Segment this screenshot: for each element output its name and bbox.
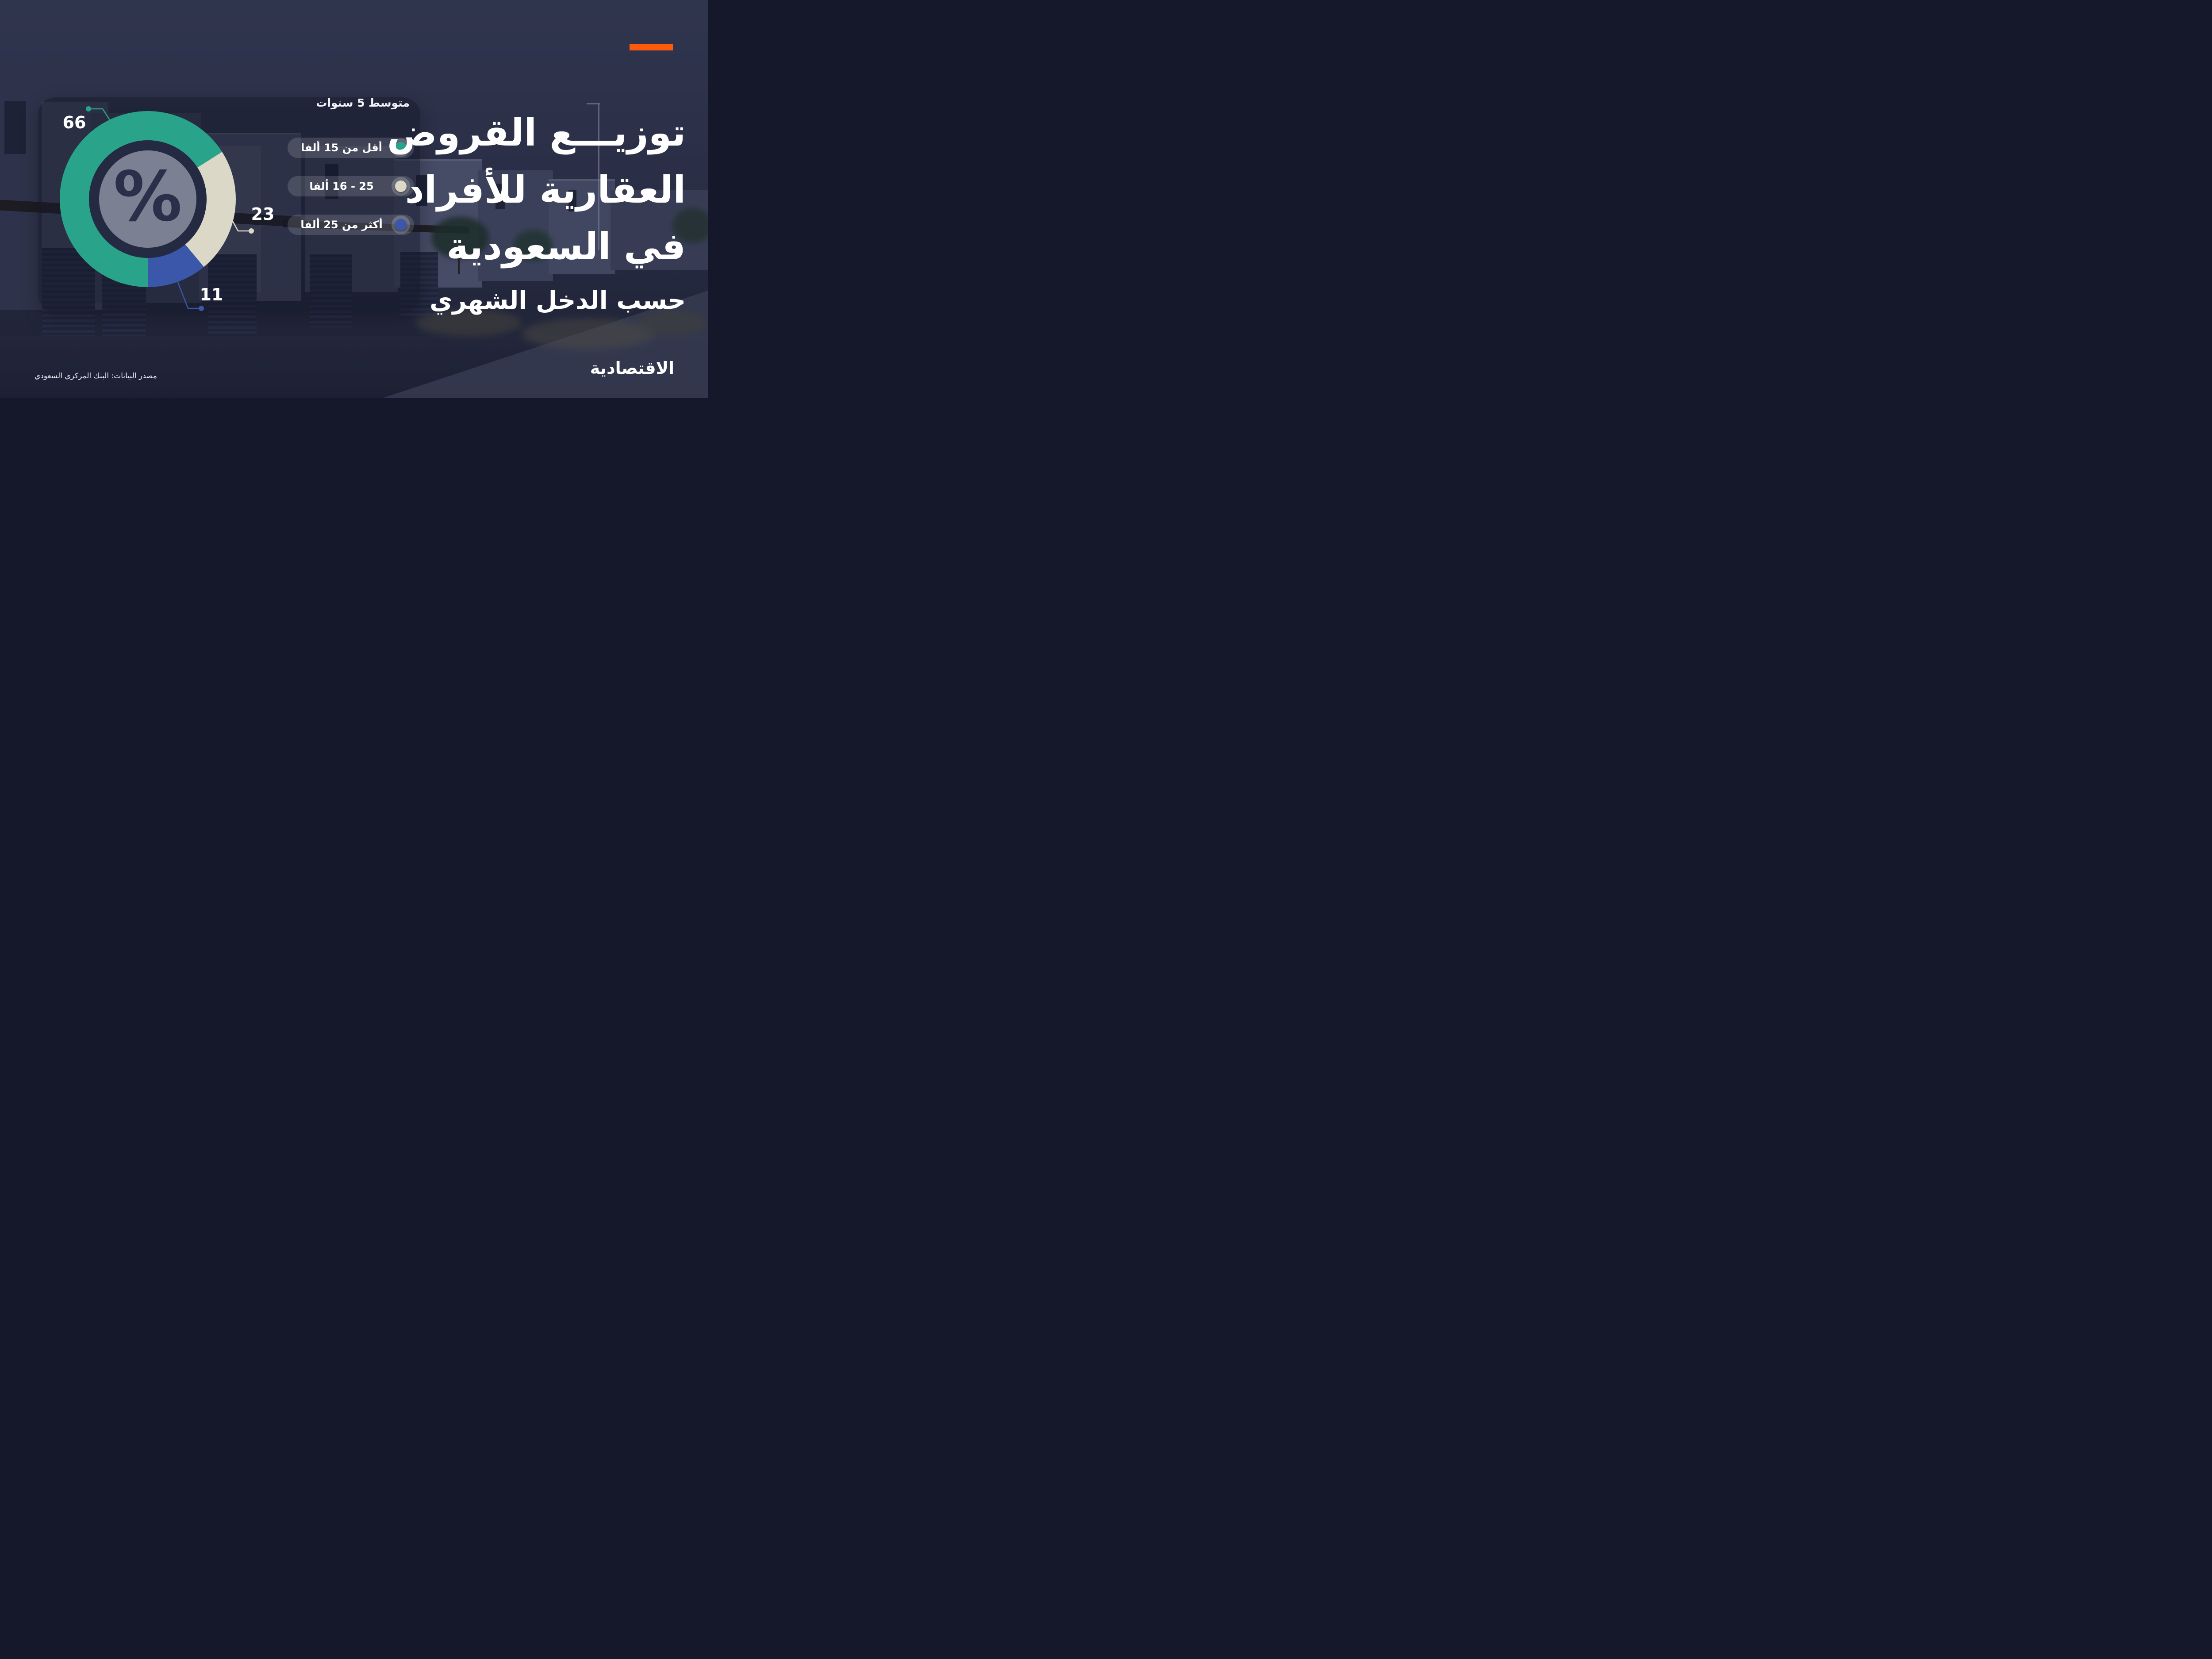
bg-parapet	[199, 133, 301, 134]
bg-window	[416, 175, 427, 206]
bg-grass	[637, 310, 708, 336]
donut-center: %	[99, 150, 196, 248]
legend-item-label: أكثر من 25 ألفا	[300, 219, 383, 231]
bg-garage-door	[400, 252, 438, 319]
legend-swatch-halo	[392, 215, 410, 234]
legend-item-under-15k: أقل من 15 ألفا	[288, 138, 414, 158]
bg-window	[568, 190, 576, 211]
legend-swatch-halo	[392, 177, 410, 196]
bg-garage-door	[310, 254, 352, 327]
bg-grass	[522, 319, 655, 349]
bg-house-block	[549, 179, 615, 274]
brand-accent-bar	[630, 44, 673, 50]
donut-ring: %	[60, 111, 236, 287]
title-line-4: حسب الدخل الشهري	[430, 286, 686, 315]
value-label-23: 23	[251, 204, 275, 224]
bg-tree	[431, 217, 489, 259]
bg-streetlight-arm	[587, 103, 600, 104]
legend-item-label: أقل من 15 ألفا	[301, 142, 382, 154]
bg-garage-door	[42, 248, 95, 345]
percent-symbol: %	[113, 156, 182, 237]
title-line-2: العقارية للأفراد	[405, 168, 686, 211]
infographic: % 66 23 11 متوسط 5 سنوات أقل من 15 ألفا …	[0, 0, 708, 398]
legend-swatch-halo	[392, 138, 410, 157]
legend-item-over-25k: أكثر من 25 ألفا	[288, 215, 414, 235]
chart-subtitle: متوسط 5 سنوات	[316, 96, 410, 109]
bg-garage-door	[208, 254, 257, 336]
legend-item-16k-25k: 25 - 16 ألفا	[288, 176, 414, 196]
title-line-1: توزيـــع القروض	[387, 111, 686, 154]
data-source-note: مصدر البيانات: البنك المركزي السعودي	[35, 372, 157, 380]
legend-item-label: 25 - 16 ألفا	[309, 180, 374, 192]
legend-swatch-beige	[395, 180, 407, 192]
bg-tree	[672, 208, 708, 243]
bg-tree-trunk	[458, 254, 460, 274]
page-title: توزيـــع القروض العقارية للأفراد في السع…	[387, 104, 686, 322]
bg-tree	[513, 230, 553, 261]
legend-swatch-green	[395, 142, 407, 154]
bg-window	[495, 184, 505, 209]
bg-grass	[416, 310, 522, 336]
value-label-66: 66	[62, 113, 86, 132]
legend-swatch-blue	[395, 219, 407, 230]
title-line-3: في السعودية	[446, 225, 686, 269]
bg-streetlight-pole	[598, 104, 599, 250]
bg-window	[325, 164, 338, 199]
bg-window	[4, 101, 26, 154]
bg-house-block	[478, 170, 553, 281]
bg-parapet	[549, 179, 615, 181]
value-label-11: 11	[200, 285, 223, 304]
bg-parapet	[394, 159, 482, 161]
brand-logo: الاقتصادية	[590, 358, 674, 378]
